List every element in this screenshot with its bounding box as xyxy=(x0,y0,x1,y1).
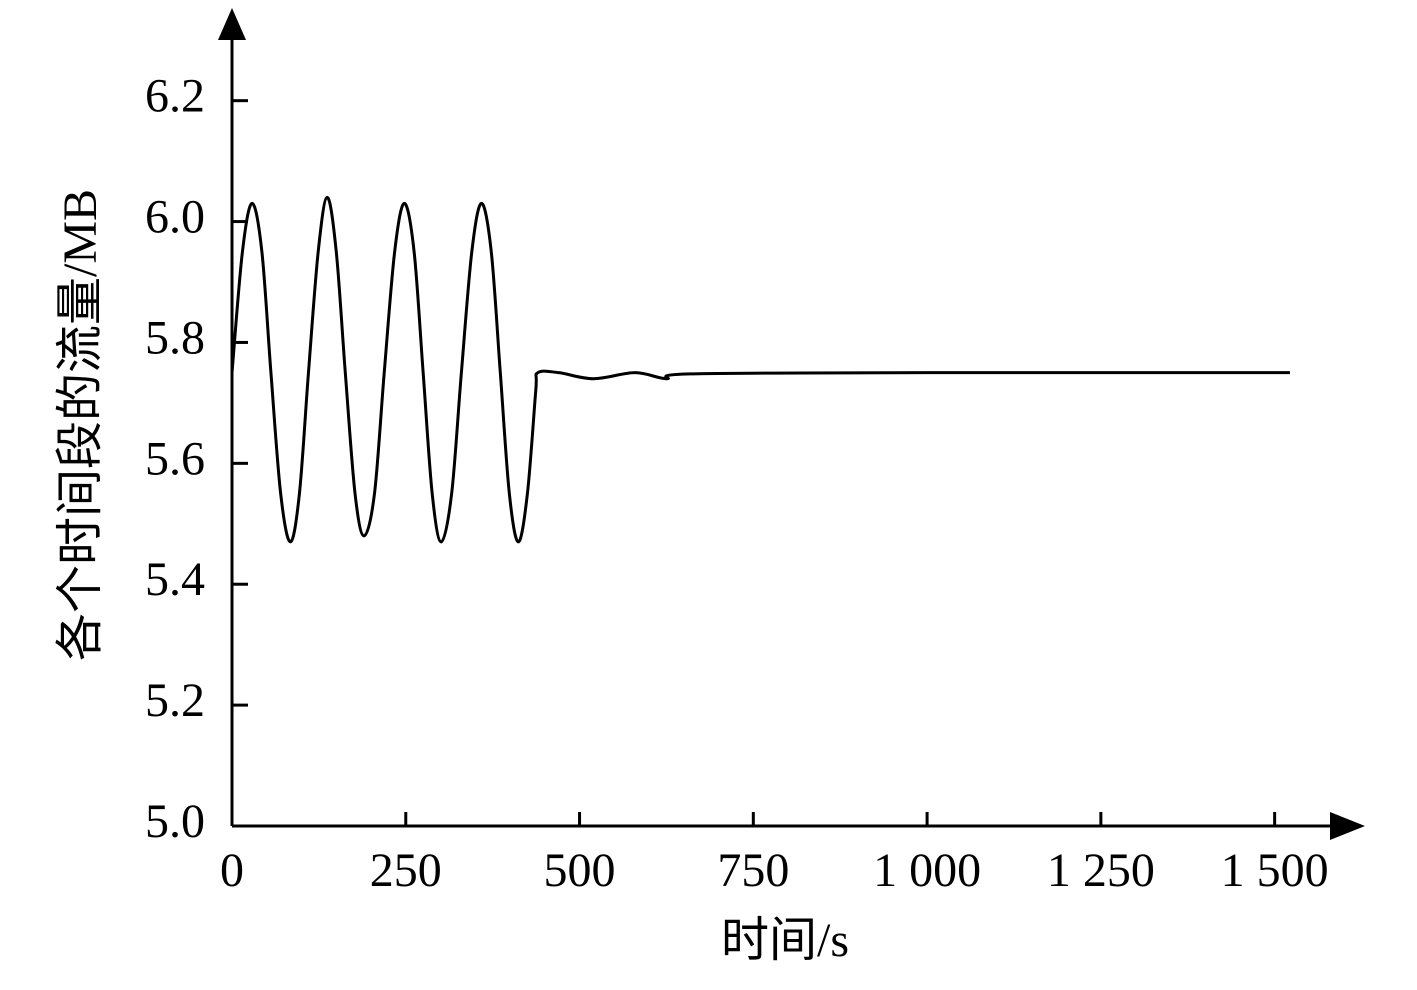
x-tick-label: 1 250 xyxy=(1047,844,1155,897)
line-series xyxy=(230,195,1290,544)
x-tick-label: 500 xyxy=(544,844,616,897)
y-tick-label: 6.0 xyxy=(145,191,205,244)
y-axis-arrow xyxy=(218,8,246,40)
x-tick-label: 250 xyxy=(370,844,442,897)
x-tick-label: 1 000 xyxy=(873,844,981,897)
y-tick-label: 5.2 xyxy=(145,674,205,727)
x-tick-label: 0 xyxy=(220,844,244,897)
y-tick-label: 5.8 xyxy=(145,311,205,364)
x-axis-arrow xyxy=(1330,812,1365,840)
y-tick-label: 5.6 xyxy=(145,432,205,485)
y-axis-title: 各个时间段的流量/MB xyxy=(54,189,107,661)
y-tick-label: 5.4 xyxy=(145,553,205,606)
y-tick-label: 6.2 xyxy=(145,70,205,123)
y-tick-label: 5.0 xyxy=(145,795,205,848)
x-tick-label: 750 xyxy=(717,844,789,897)
x-tick-label: 1 500 xyxy=(1221,844,1329,897)
x-axis-title: 时间/s xyxy=(721,914,849,967)
